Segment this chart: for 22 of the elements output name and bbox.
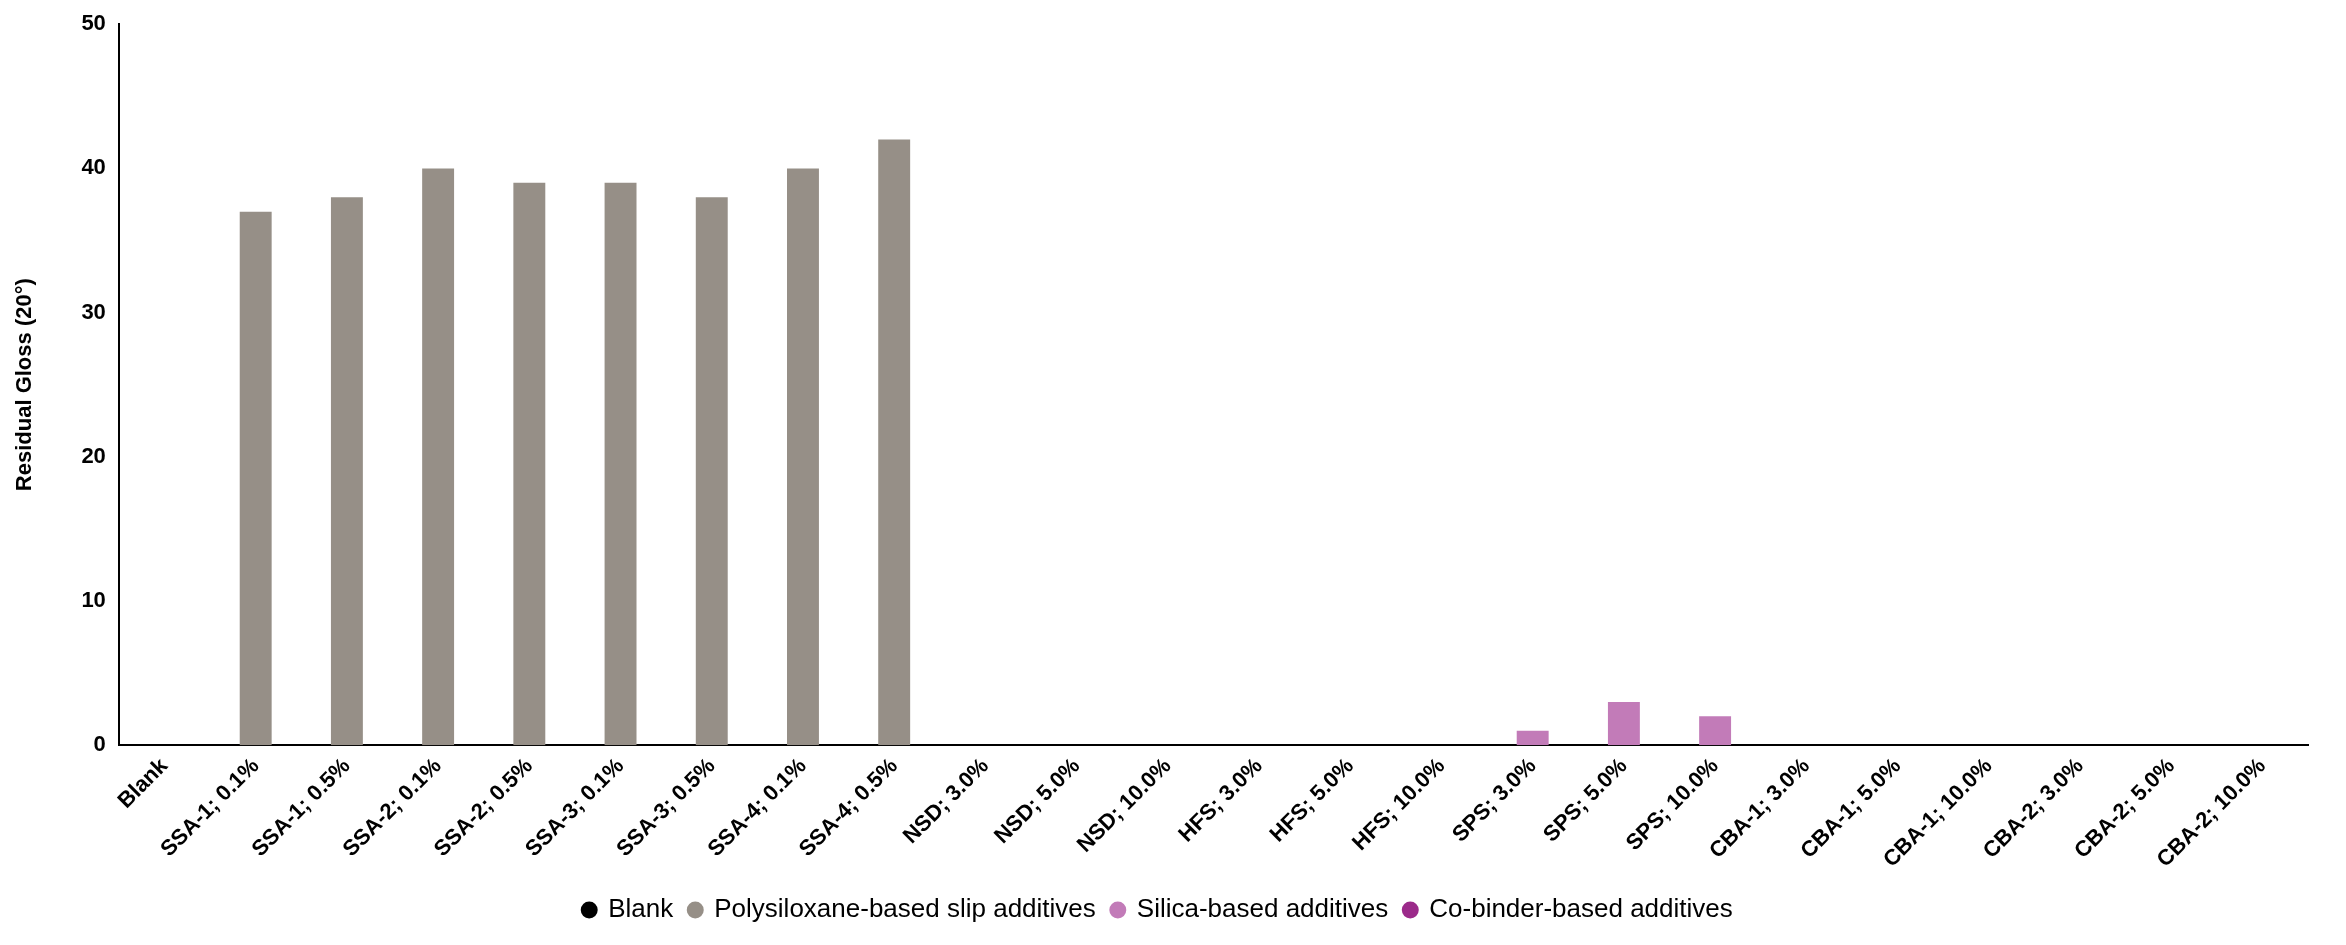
y-axis-title: Residual Gloss (20°) [11,278,37,492]
y-tick-label: 30 [81,298,106,324]
bar [1607,701,1640,746]
bar [1516,730,1549,746]
bar [330,197,363,746]
y-tick-label: 10 [81,587,106,613]
legend-label: Blank [608,893,675,924]
legend-label: Polysiloxane-based slip additives [714,893,1096,924]
y-tick-label: 0 [93,731,106,757]
bar [1699,716,1732,746]
y-tick-label: 40 [81,154,106,180]
y-tick-label: 50 [81,10,106,36]
y-tick-label: 20 [81,442,106,468]
bar [513,182,546,746]
bar [787,168,819,746]
bar [422,168,455,746]
legend-label: Silica-based additives [1136,893,1389,924]
bar [695,197,728,746]
bar [604,182,637,746]
bar [239,211,272,746]
legend-label: Co-binder-based additives [1429,893,1733,924]
bar [878,139,911,746]
